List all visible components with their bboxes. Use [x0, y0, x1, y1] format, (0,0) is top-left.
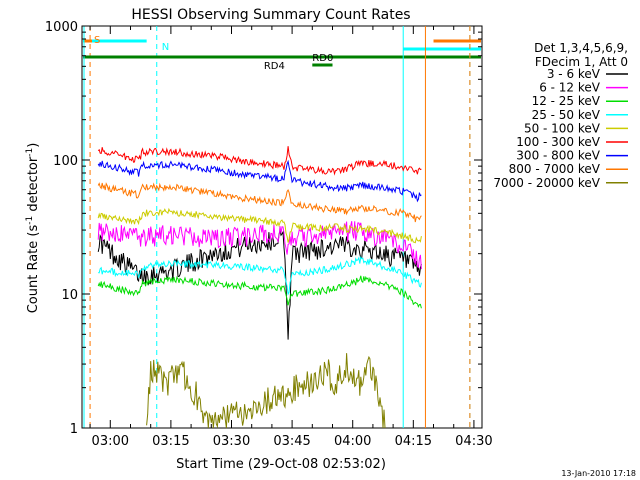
series-line — [97, 159, 422, 203]
legend-label: 3 - 6 keV — [547, 67, 601, 81]
legend-label: 25 - 50 keV — [532, 108, 601, 122]
y-axis-label: Count Rate (s-1 detector-1) — [25, 143, 41, 314]
annotation-rd0: RD0 — [312, 53, 333, 64]
x-tick-label: 04:30 — [455, 434, 492, 449]
annotation-night: N — [162, 42, 169, 53]
y-tick-label: 100 — [53, 154, 78, 169]
y-tick-label: 1 — [70, 422, 78, 437]
y-axis-label-main: Count Rate (s — [26, 225, 41, 314]
y-tick-label: 1000 — [45, 20, 78, 35]
svg-text:Count Rate (s-1 detector-1): Count Rate (s-1 detector-1) — [25, 143, 41, 314]
footer-timestamp: 13-Jan-2010 17:18 — [561, 469, 636, 478]
y-axis-label-end: ) — [26, 143, 41, 148]
series-line — [146, 353, 386, 429]
series-line — [98, 255, 422, 296]
x-tick-label: 03:15 — [152, 434, 189, 449]
legend-label: 50 - 100 keV — [524, 121, 601, 135]
series-line — [97, 207, 422, 244]
annotation-saa: S — [94, 35, 100, 46]
x-axis-label: Start Time (29-Oct-08 02:53:02) — [176, 457, 386, 472]
legend-header-line1: Det 1,3,4,5,6,9, — [534, 41, 628, 55]
series-line — [97, 275, 422, 309]
series-line — [97, 221, 422, 270]
legend-header-line2: FDecim 1, Att 0 — [535, 55, 628, 69]
legend-label: 7000 - 20000 keV — [493, 176, 600, 190]
legend-label: 6 - 12 keV — [539, 81, 601, 95]
x-tick-label: 03:00 — [92, 434, 129, 449]
y-axis-label-mid: detector — [26, 156, 41, 216]
legend-label: 100 - 300 keV — [516, 135, 600, 149]
x-tick-label: 03:45 — [273, 434, 310, 449]
legend-label: 300 - 800 keV — [516, 149, 600, 163]
series-line — [97, 230, 422, 340]
legend-label: 12 - 25 keV — [532, 94, 601, 108]
annotation-rd4: RD4 — [264, 61, 285, 72]
x-tick-label: 04:15 — [395, 434, 432, 449]
chart-title: HESSI Observing Summary Count Rates — [131, 7, 410, 23]
plot-area: S N RD0 RD4 1 10 100 1000 03:00 03:15 03:30 03:45 04… — [45, 20, 493, 449]
plot-frame — [81, 25, 483, 429]
y-axis-label-sup2: -1 — [25, 148, 35, 157]
x-tick-label: 04:00 — [334, 434, 371, 449]
legend-label: 800 - 7000 keV — [509, 162, 601, 176]
series-line — [97, 182, 422, 223]
x-tick-label: 03:30 — [213, 434, 250, 449]
series-line — [97, 146, 422, 176]
y-tick-label: 10 — [61, 288, 78, 303]
y-axis-label-sup1: -1 — [25, 216, 35, 225]
